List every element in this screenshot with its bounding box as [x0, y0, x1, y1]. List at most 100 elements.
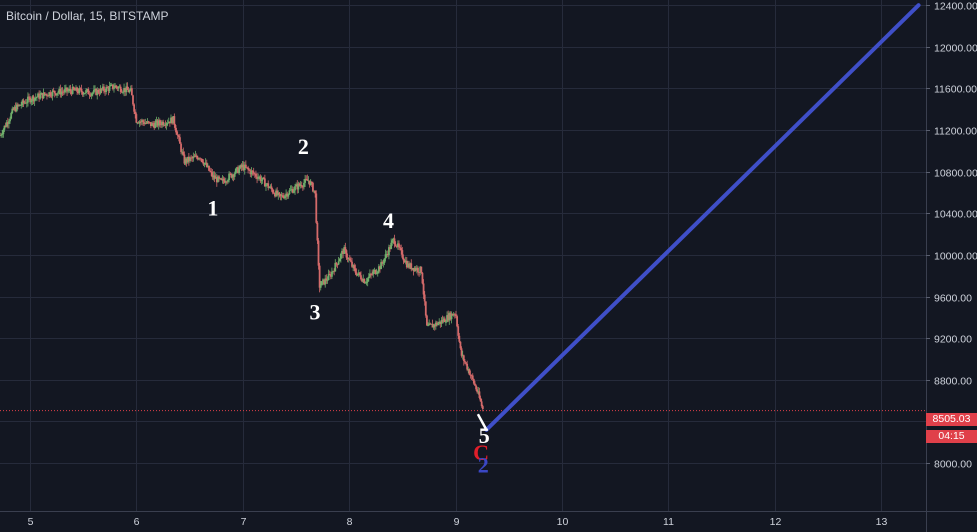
candle-body — [60, 91, 63, 95]
candle-body — [162, 121, 165, 126]
x-tick-label: 8 — [347, 516, 353, 528]
candle-body — [95, 88, 98, 95]
x-tick-label: 11 — [663, 516, 674, 528]
candle-body — [381, 262, 384, 264]
candle-body — [39, 94, 42, 99]
candle-body — [212, 175, 215, 178]
candle-body — [297, 183, 300, 190]
candle-body — [80, 88, 83, 93]
candle-body — [210, 171, 213, 173]
candle-body — [362, 279, 365, 282]
candle-body — [165, 123, 168, 126]
candle-body — [377, 266, 380, 272]
candle-body — [28, 96, 30, 98]
candle-body — [408, 263, 410, 268]
candle-body — [32, 96, 35, 102]
candle-body — [119, 86, 122, 92]
candle-body — [185, 158, 188, 163]
candle-body — [422, 283, 425, 295]
candle-body — [68, 89, 71, 91]
candle-body — [117, 87, 120, 89]
candle-body — [202, 162, 205, 165]
candle-body — [238, 168, 241, 174]
candle-body — [433, 324, 436, 327]
candle-body — [22, 100, 25, 104]
candle-body — [271, 189, 274, 193]
candle-body — [472, 379, 475, 384]
candle-body — [211, 172, 214, 178]
candle-body — [201, 159, 204, 163]
candle-body — [145, 122, 148, 124]
candle-body — [88, 94, 91, 95]
candle-body — [428, 323, 431, 326]
candle-body — [142, 120, 144, 123]
candle-body — [153, 124, 156, 128]
x-tick-label: 10 — [557, 516, 569, 528]
candle-body — [133, 104, 136, 112]
candle-body — [116, 87, 119, 89]
candle-body — [183, 154, 186, 164]
candle-body — [445, 321, 447, 323]
candle-body — [63, 89, 66, 93]
candle-body — [307, 180, 310, 182]
candle-body — [128, 90, 131, 93]
candle-body — [126, 86, 129, 90]
candle-body — [288, 190, 291, 195]
candle-body — [118, 86, 121, 88]
candle-body — [363, 279, 366, 284]
candle-body — [383, 258, 386, 263]
candle-body — [81, 92, 84, 95]
candle-body — [270, 186, 273, 190]
candle-body — [462, 355, 465, 361]
candle-body — [269, 186, 272, 188]
chart-title: Bitcoin / Dollar, 15, BITSTAMP — [6, 9, 169, 23]
candle-body — [156, 120, 159, 126]
wave-label: 4 — [383, 208, 394, 233]
candle-body — [455, 314, 457, 317]
candle-body — [173, 116, 176, 126]
countdown-tag: 04:15 — [926, 430, 977, 443]
candle-body — [248, 169, 251, 171]
candle-body — [196, 157, 199, 160]
candle-body — [268, 187, 271, 189]
candle-body — [469, 374, 472, 376]
time-axis[interactable]: 5 6 7 8 9 10 11 12 13 — [0, 511, 977, 529]
y-tick-label: 10800.00 — [934, 168, 977, 180]
y-tick-label: 8800.00 — [934, 376, 972, 388]
candle-body — [429, 323, 432, 325]
candle-body — [129, 88, 132, 91]
candle-body — [352, 265, 355, 267]
candle-body — [475, 385, 477, 390]
candle-body — [187, 156, 190, 162]
candle-body — [479, 397, 482, 402]
candle-body — [96, 89, 99, 95]
candle-body — [54, 93, 57, 96]
x-tick-label: 9 — [454, 516, 460, 528]
candle-body — [98, 92, 101, 94]
candle-body — [193, 156, 196, 158]
last-price-tag: 8505.03 — [926, 413, 977, 426]
candle-body — [134, 111, 137, 115]
candle-body — [243, 164, 246, 171]
candle-body — [70, 91, 73, 94]
candle-body — [50, 95, 53, 97]
candle-body — [43, 92, 46, 95]
candle-body — [233, 173, 236, 177]
candle-body — [278, 192, 281, 195]
candle-body — [25, 102, 28, 104]
price-axis[interactable]: 8000.008400.008800.009200.009600.0010000… — [926, 0, 977, 532]
candle-body — [267, 183, 270, 188]
candle-body — [407, 263, 409, 268]
candle-body — [208, 165, 210, 171]
wave-label: 2 — [298, 134, 309, 159]
candle-body — [442, 318, 445, 322]
candle-body — [295, 184, 298, 187]
candle-body — [249, 170, 252, 175]
x-tick-label: 13 — [876, 516, 888, 528]
candle-body — [360, 275, 362, 280]
candle-body — [163, 124, 166, 126]
candle-body — [411, 267, 414, 270]
x-tick-label: 5 — [28, 516, 34, 528]
